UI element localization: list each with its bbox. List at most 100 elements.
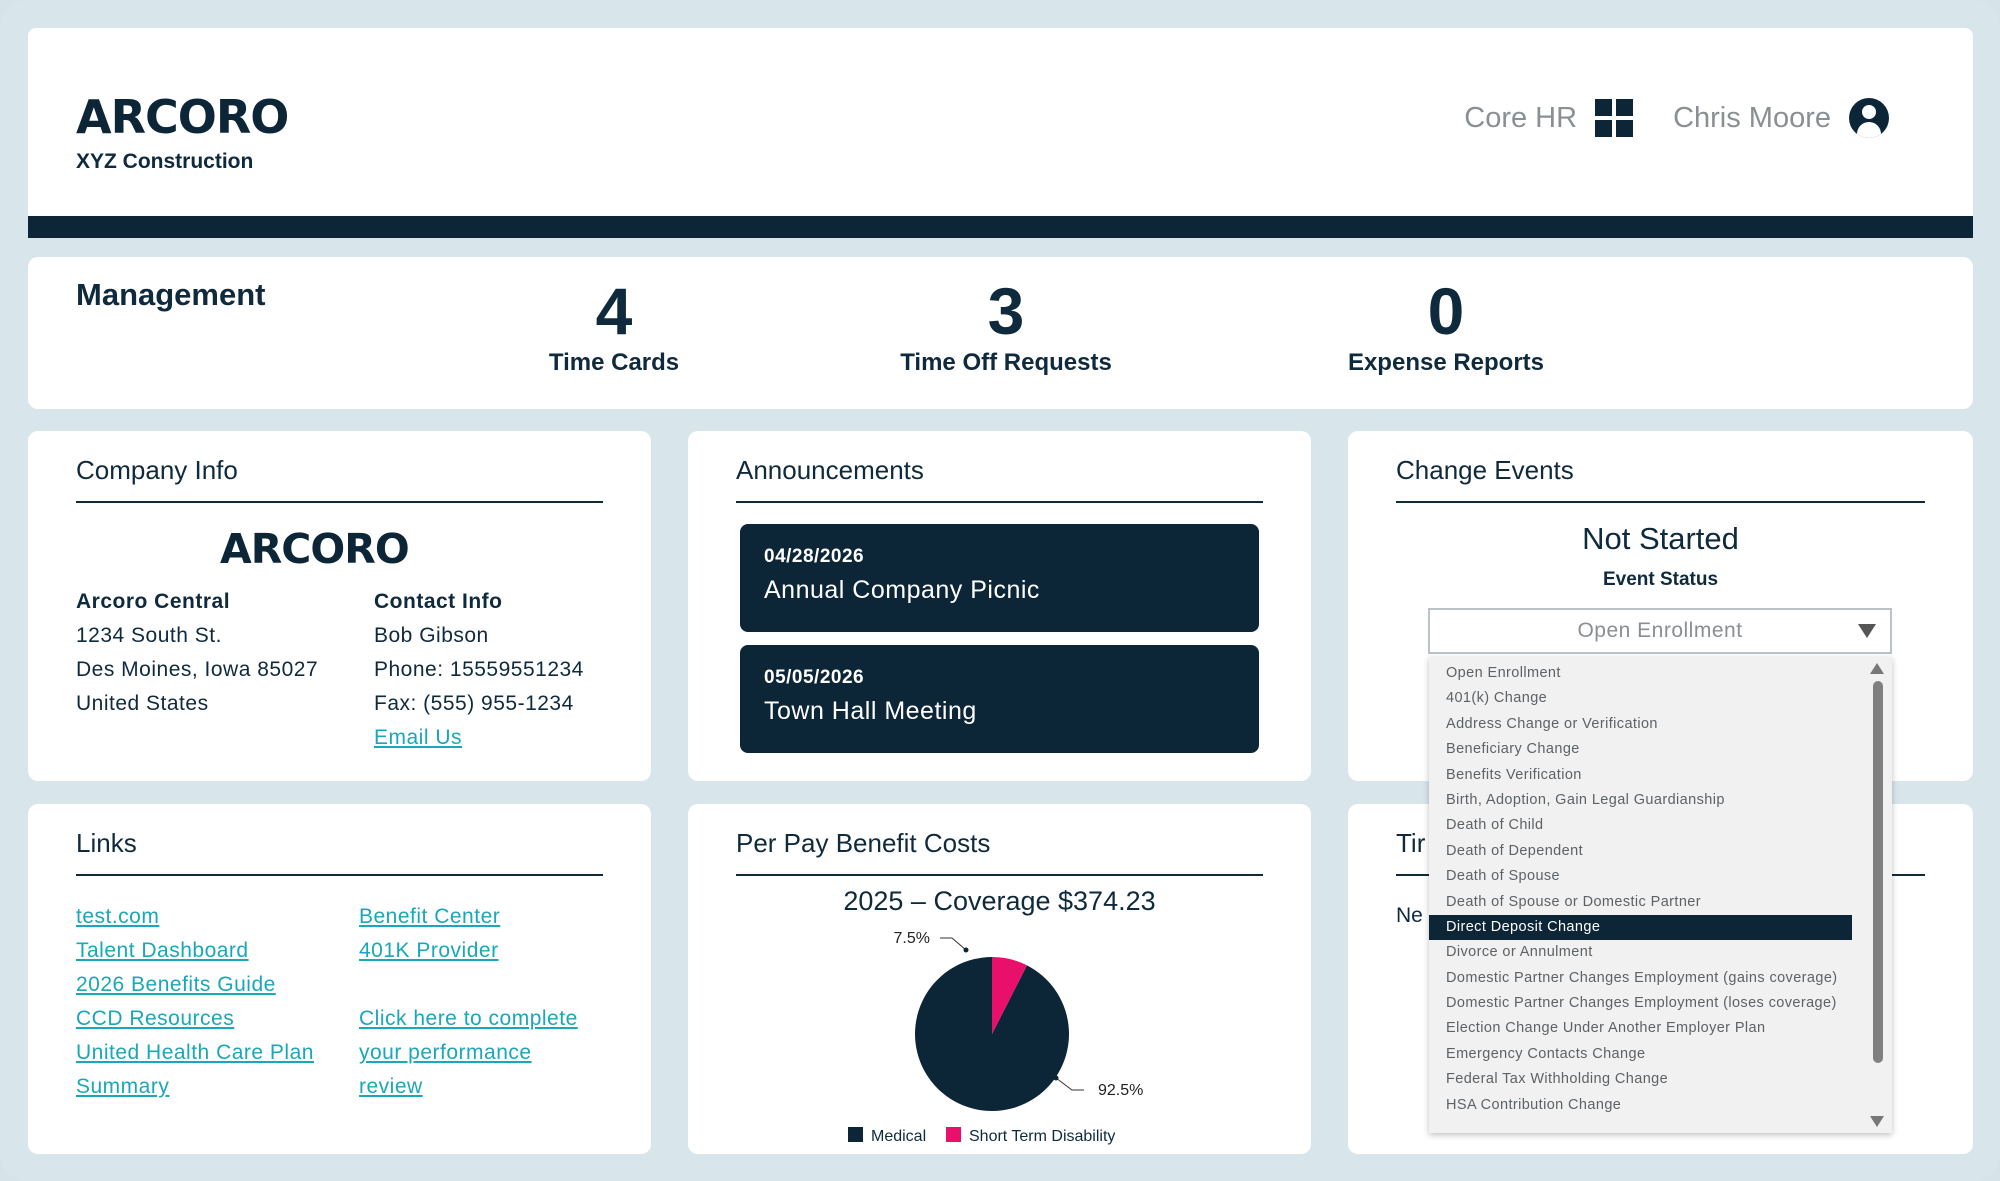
- panel-divider: [736, 501, 1263, 503]
- announcement-date: 04/28/2026: [764, 546, 865, 567]
- scroll-up-icon[interactable]: [1870, 663, 1884, 674]
- scroll-thumb[interactable]: [1873, 681, 1883, 1063]
- dropdown-option[interactable]: Death of Spouse or Domestic Partner: [1446, 893, 1701, 910]
- dropdown-option[interactable]: Death of Child: [1446, 817, 1544, 834]
- management-title: Management: [76, 277, 266, 312]
- announcement-item[interactable]: 04/28/2026 Annual Company Picnic: [740, 524, 1259, 632]
- panel-title: Change Events: [1396, 455, 1574, 485]
- dropdown-option[interactable]: Death of Spouse: [1446, 868, 1561, 885]
- link-uhc-plan[interactable]: United Health Care Plan: [76, 1041, 314, 1064]
- links-panel: Links test.com Talent Dashboard 2026 Ben…: [28, 804, 651, 1154]
- link-uhc-plan-summary[interactable]: Summary: [76, 1075, 170, 1098]
- announcements-panel: Announcements 04/28/2026 Annual Company …: [688, 431, 1311, 781]
- dropdown-option[interactable]: Benefits Verification: [1446, 766, 1582, 783]
- panel-divider: [76, 874, 603, 876]
- stat-label: Expense Reports: [1347, 349, 1545, 376]
- pie-chart: 7.5% 92.5% Medical Short Term Disability: [848, 930, 1143, 1145]
- data-label: 7.5%: [894, 930, 930, 947]
- dropdown-option[interactable]: Divorce or Annulment: [1446, 944, 1593, 961]
- dropdown-option[interactable]: Open Enrollment: [1446, 665, 1561, 681]
- contact-heading: Contact Info: [374, 590, 503, 613]
- links-column: test.com Talent Dashboard 2026 Benefits …: [76, 900, 314, 1104]
- links-column: Benefit Center 401K Provider Click here …: [359, 900, 578, 1104]
- panel-divider: [76, 501, 603, 503]
- announcement-item[interactable]: 05/05/2026 Town Hall Meeting: [740, 645, 1259, 753]
- dropdown-scrollbar[interactable]: [1862, 657, 1892, 1133]
- contact-name: Bob Gibson: [374, 624, 489, 647]
- arcoro-logo[interactable]: ARCORO: [76, 90, 289, 144]
- dropdown-option[interactable]: Election Change Under Another Employer P…: [1446, 1020, 1766, 1037]
- announcement-date: 05/05/2026: [764, 667, 865, 688]
- leader-dot: [1053, 1075, 1059, 1081]
- app-grid-icon[interactable]: [1595, 99, 1634, 137]
- panel-title: Company Info: [76, 455, 238, 485]
- link-talent-dashboard[interactable]: Talent Dashboard: [76, 939, 249, 962]
- legend-label[interactable]: Medical: [871, 1128, 926, 1145]
- dropdown-option[interactable]: Domestic Partner Changes Employment (los…: [1446, 995, 1837, 1012]
- event-type-select[interactable]: Open Enrollment: [1428, 608, 1892, 654]
- announcement-text: Annual Company Picnic: [764, 576, 1040, 604]
- event-status-value: Not Started: [1582, 521, 1739, 556]
- management-panel: Management 4 Time Cards 3 Time Off Reque…: [28, 257, 1973, 409]
- stat-label: Time Cards: [548, 349, 680, 376]
- contact-phone: Phone: 15559551234: [374, 658, 584, 681]
- contact-info: Contact Info Bob Gibson Phone: 155595512…: [374, 585, 584, 755]
- benefit-costs-panel: Per Pay Benefit Costs 2025 – Coverage $3…: [688, 804, 1311, 1154]
- event-status-label: Event Status: [1602, 569, 1719, 590]
- panel-title: Per Pay Benefit Costs: [736, 828, 991, 858]
- stat-time-off-requests[interactable]: 3 Time Off Requests: [846, 275, 1166, 377]
- legend-swatch: [946, 1127, 961, 1142]
- select-value: Open Enrollment: [1577, 619, 1743, 642]
- company-address: Arcoro Central 1234 South St. Des Moines…: [76, 585, 318, 721]
- stat-value: 3: [987, 274, 1025, 348]
- company-info-panel: Company Info ARCORO Arcoro Central 1234 …: [28, 431, 651, 781]
- leader-dot: [963, 947, 969, 953]
- panel-title: Announcements: [736, 455, 924, 485]
- scroll-down-icon[interactable]: [1870, 1116, 1884, 1127]
- link-benefits-guide[interactable]: 2026 Benefits Guide: [76, 973, 276, 996]
- dropdown-option[interactable]: Federal Tax Withholding Change: [1446, 1071, 1669, 1088]
- pie-slice-short-term-disability[interactable]: [992, 957, 1027, 1034]
- link-performance-review[interactable]: your performance: [359, 1041, 532, 1064]
- app-header: ARCORO XYZ Construction Core HR Chris Mo…: [28, 28, 1973, 238]
- link-performance-review[interactable]: Click here to complete: [359, 1007, 578, 1030]
- panel-title: Links: [76, 828, 137, 858]
- dropdown-option[interactable]: Domestic Partner Changes Employment (gai…: [1446, 969, 1838, 986]
- link-performance-review[interactable]: review: [359, 1075, 423, 1098]
- contact-fax: Fax: (555) 955-1234: [374, 692, 574, 715]
- dropdown-option[interactable]: Death of Dependent: [1446, 842, 1583, 859]
- dropdown-options: Open Enrollment 401(k) Change Address Chan…: [1429, 661, 1852, 1118]
- address-name: Arcoro Central: [76, 590, 231, 613]
- stat-value: 4: [595, 274, 633, 348]
- email-us-link[interactable]: Email Us: [374, 726, 463, 749]
- chevron-down-icon[interactable]: [1858, 624, 1876, 638]
- company-name: XYZ Construction: [76, 150, 254, 173]
- legend-label[interactable]: Short Term Disability: [969, 1128, 1115, 1145]
- event-type-dropdown-list[interactable]: Open Enrollment 401(k) Change Address Chan…: [1429, 657, 1892, 1133]
- dropdown-option[interactable]: 401(k) Change: [1446, 690, 1548, 707]
- address-line1: 1234 South St.: [76, 624, 222, 647]
- link-401k-provider[interactable]: 401K Provider: [359, 939, 499, 962]
- time-panel-text: Ne: [1396, 904, 1423, 927]
- address-line2: Des Moines, Iowa 85027: [76, 658, 319, 681]
- dropdown-option[interactable]: Emergency Contacts Change: [1446, 1045, 1646, 1062]
- user-avatar-icon[interactable]: [1849, 98, 1889, 138]
- leader-line: [940, 937, 967, 951]
- stat-expense-reports[interactable]: 0 Expense Reports: [1286, 275, 1606, 377]
- leader-line: [1055, 1077, 1084, 1091]
- dropdown-option[interactable]: Beneficiary Change: [1446, 741, 1580, 758]
- link-ccd-resources[interactable]: CCD Resources: [76, 1007, 235, 1030]
- dropdown-option[interactable]: Direct Deposit Change: [1429, 914, 1852, 941]
- stat-time-cards[interactable]: 4 Time Cards: [454, 275, 774, 377]
- panel-divider: [1396, 501, 1925, 503]
- dropdown-option[interactable]: Address Change or Verification: [1446, 715, 1658, 732]
- module-link[interactable]: Core HR: [1464, 101, 1578, 134]
- link-test-com[interactable]: test.com: [76, 905, 160, 928]
- address-country: United States: [76, 692, 209, 715]
- legend-swatch: [848, 1127, 863, 1142]
- stat-label: Time Off Requests: [900, 349, 1112, 376]
- link-benefit-center[interactable]: Benefit Center: [359, 905, 501, 928]
- dropdown-option[interactable]: HSA Contribution Change: [1446, 1096, 1622, 1113]
- user-name[interactable]: Chris Moore: [1673, 101, 1831, 134]
- dropdown-option[interactable]: Birth, Adoption, Gain Legal Guardianship: [1446, 791, 1725, 808]
